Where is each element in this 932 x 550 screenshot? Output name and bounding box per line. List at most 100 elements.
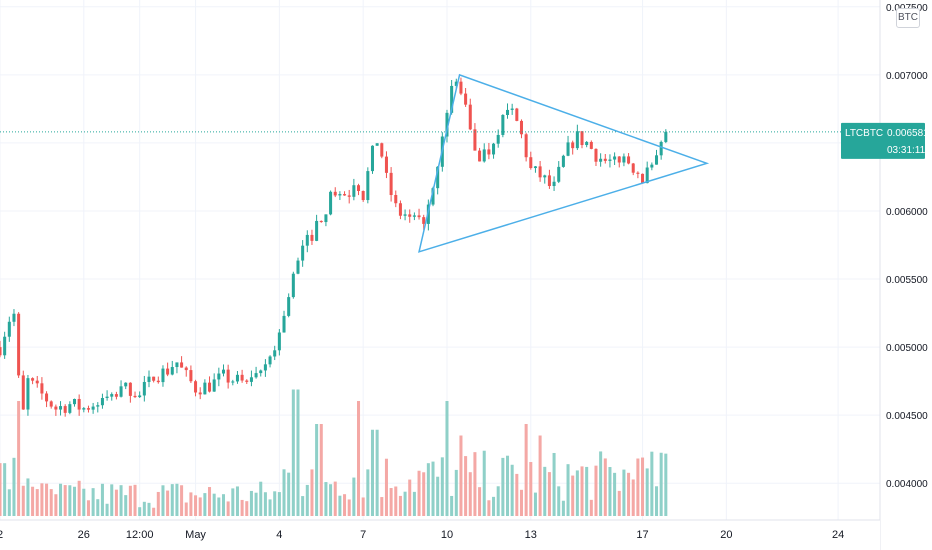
candle-body (482, 149, 486, 162)
candle-body (654, 155, 659, 165)
candle-body (82, 408, 86, 410)
volume-bar (492, 496, 496, 516)
time-tick-label: 7 (360, 529, 366, 541)
candle-body (324, 214, 328, 223)
volume-bar (370, 429, 374, 516)
time-tick-label: 24 (832, 529, 844, 541)
currency-badge[interactable]: BTC (896, 8, 920, 28)
volume-bar (221, 494, 226, 516)
volume-bar (538, 435, 542, 516)
volume-bar (352, 477, 356, 516)
price-scale-background (880, 0, 932, 550)
volume-bar (124, 495, 128, 516)
candle-body (72, 398, 77, 405)
candle-body (515, 108, 519, 121)
candle-body (175, 362, 179, 368)
volume-bar (175, 483, 179, 516)
volume-bar (436, 476, 440, 516)
candle-body (68, 404, 72, 413)
volume-bar (357, 401, 361, 516)
volume-bar (659, 452, 663, 516)
volume-bar (613, 472, 617, 516)
volume-bar (268, 499, 272, 516)
candle-body (152, 376, 156, 381)
price-tick-label: 0.006000 (886, 207, 928, 218)
symbol-label: LTCBTC (845, 128, 883, 139)
countdown-label: 03:31:11 (887, 145, 926, 156)
last-price-tag: LTCBTC 0.006581 03:31:11 (841, 122, 929, 159)
time-tick-label: May (185, 529, 206, 541)
candle-body (384, 156, 388, 173)
candle-body (221, 369, 226, 374)
volume-bar (627, 472, 631, 516)
volume-bar (128, 485, 132, 516)
volume-bar (464, 456, 468, 516)
candle-body (529, 157, 533, 169)
candle-body (478, 150, 482, 162)
volume-bar (654, 486, 659, 516)
volume-bar (347, 499, 351, 516)
volume-bar (422, 472, 426, 516)
volume-bar (35, 489, 39, 516)
volume-bar (59, 483, 63, 516)
candle-body (273, 350, 277, 357)
volume-bar (189, 492, 193, 516)
candle-body (170, 367, 174, 375)
candle-body (268, 356, 272, 365)
volume-bar (198, 497, 202, 516)
volume-bar (31, 486, 35, 516)
volume-bar (622, 469, 626, 516)
volume-bar (212, 493, 216, 516)
volume-bar (557, 486, 561, 516)
candle-body (105, 396, 109, 399)
volume-bar (161, 485, 165, 516)
candle-body (296, 260, 300, 274)
volume-bar (235, 486, 239, 516)
candle-body (40, 383, 44, 394)
candle-body (650, 164, 654, 168)
candle-body (417, 215, 421, 218)
candle-body (147, 376, 151, 382)
volume-bar (105, 503, 109, 516)
candle-body (63, 406, 67, 413)
volume-bar (72, 486, 77, 516)
volume-bar (547, 472, 551, 516)
candle-body (510, 108, 514, 110)
candle-body (114, 394, 118, 397)
candle-body (580, 131, 584, 146)
volume-bar (478, 487, 482, 516)
time-scale-background (0, 520, 880, 550)
time-tick-label: 12:00 (126, 529, 154, 541)
triangle-pattern[interactable] (418, 73, 710, 253)
candle-body (641, 173, 645, 184)
volume-bar (142, 501, 146, 516)
volume-bar (519, 489, 523, 516)
volume-bar (389, 488, 393, 516)
time-axis[interactable]: 2 26 12:00 May 4 7 10 13 17 20 24 (0, 529, 844, 541)
volume-bar (296, 389, 300, 516)
volume-bar (571, 475, 575, 516)
candle-body (31, 378, 35, 381)
candle-body (100, 398, 104, 406)
volume-bar (114, 489, 118, 516)
candle-body (301, 245, 305, 261)
price-tick-label: 0.004000 (886, 479, 928, 490)
candle-body (524, 134, 528, 158)
volume-bar (510, 464, 514, 516)
candle-body (49, 401, 53, 407)
candle-body (287, 297, 291, 316)
candle-body (361, 191, 365, 201)
volume-bar (166, 490, 170, 516)
volume-bar (575, 470, 579, 516)
candle-body (208, 382, 212, 392)
candle-body (543, 175, 547, 178)
volume-bar (263, 492, 267, 516)
candle-body (492, 143, 496, 155)
candle-body (394, 195, 398, 204)
volume-bar (194, 495, 198, 516)
candle-body (198, 392, 202, 395)
candle-body (659, 141, 663, 156)
volume-bar (249, 490, 253, 516)
candle-body (277, 332, 281, 351)
